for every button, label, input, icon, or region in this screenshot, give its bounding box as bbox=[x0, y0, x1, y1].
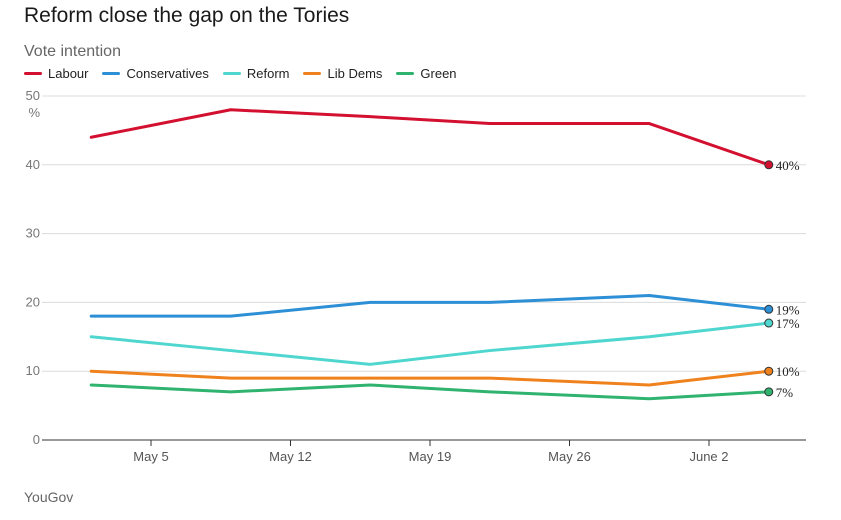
chart-subtitle: Vote intention bbox=[24, 43, 121, 60]
legend-item-green: Green bbox=[396, 66, 457, 81]
y-unit-label: % bbox=[28, 105, 40, 120]
y-tick-label: 40 bbox=[26, 157, 40, 172]
y-tick-label: 0 bbox=[33, 432, 40, 447]
legend-swatch bbox=[396, 72, 415, 75]
legend: Labour Conservatives Reform Lib Dems Green bbox=[24, 66, 457, 81]
legend-label: Conservatives bbox=[126, 66, 209, 81]
legend-swatch bbox=[222, 72, 241, 75]
end-marker-reform bbox=[764, 318, 774, 328]
end-marker-green bbox=[764, 387, 774, 397]
x-tick-label: May 5 bbox=[133, 449, 168, 464]
legend-label: Labour bbox=[48, 66, 89, 81]
legend-label: Reform bbox=[246, 66, 290, 81]
end-label-conservatives: 19% bbox=[776, 302, 800, 317]
x-tick-label: June 2 bbox=[689, 449, 728, 464]
y-tick-label: 30 bbox=[26, 226, 40, 241]
legend-label: Lib Dems bbox=[327, 66, 383, 81]
legend-item-conservatives: Conservatives bbox=[102, 66, 209, 81]
x-tick-label: May 12 bbox=[269, 449, 312, 464]
legend-item-reform: Reform bbox=[222, 66, 290, 81]
series-line-lib-dems bbox=[89, 369, 771, 387]
end-marker-conservatives bbox=[764, 304, 774, 314]
y-tick-label: 50 bbox=[26, 88, 40, 103]
series-line-labour bbox=[89, 108, 771, 167]
series-line-conservatives bbox=[89, 294, 771, 318]
source-label: YouGov bbox=[24, 489, 74, 505]
end-label-green: 7% bbox=[776, 385, 794, 400]
legend-label: Green bbox=[420, 66, 457, 81]
legend-swatch bbox=[102, 72, 121, 75]
x-tick-label: May 26 bbox=[548, 449, 591, 464]
end-marker-labour bbox=[764, 160, 774, 170]
end-label-labour: 40% bbox=[776, 158, 800, 173]
end-marker-lib-dems bbox=[764, 366, 774, 376]
legend-swatch bbox=[303, 72, 322, 75]
chart-title: Reform close the gap on the Tories bbox=[24, 4, 350, 27]
y-tick-label: 20 bbox=[26, 294, 40, 309]
legend-item-labour: Labour bbox=[24, 66, 88, 81]
y-tick-label: 10 bbox=[26, 363, 40, 378]
legend-swatch bbox=[24, 72, 42, 75]
legend-item-lib-dems: Lib Dems bbox=[303, 66, 382, 81]
series-line-green bbox=[89, 383, 771, 401]
series-line-reform bbox=[89, 321, 771, 366]
end-label-reform: 17% bbox=[776, 316, 800, 331]
x-tick-label: May 19 bbox=[409, 449, 452, 464]
end-label-lib-dems: 10% bbox=[776, 364, 800, 379]
